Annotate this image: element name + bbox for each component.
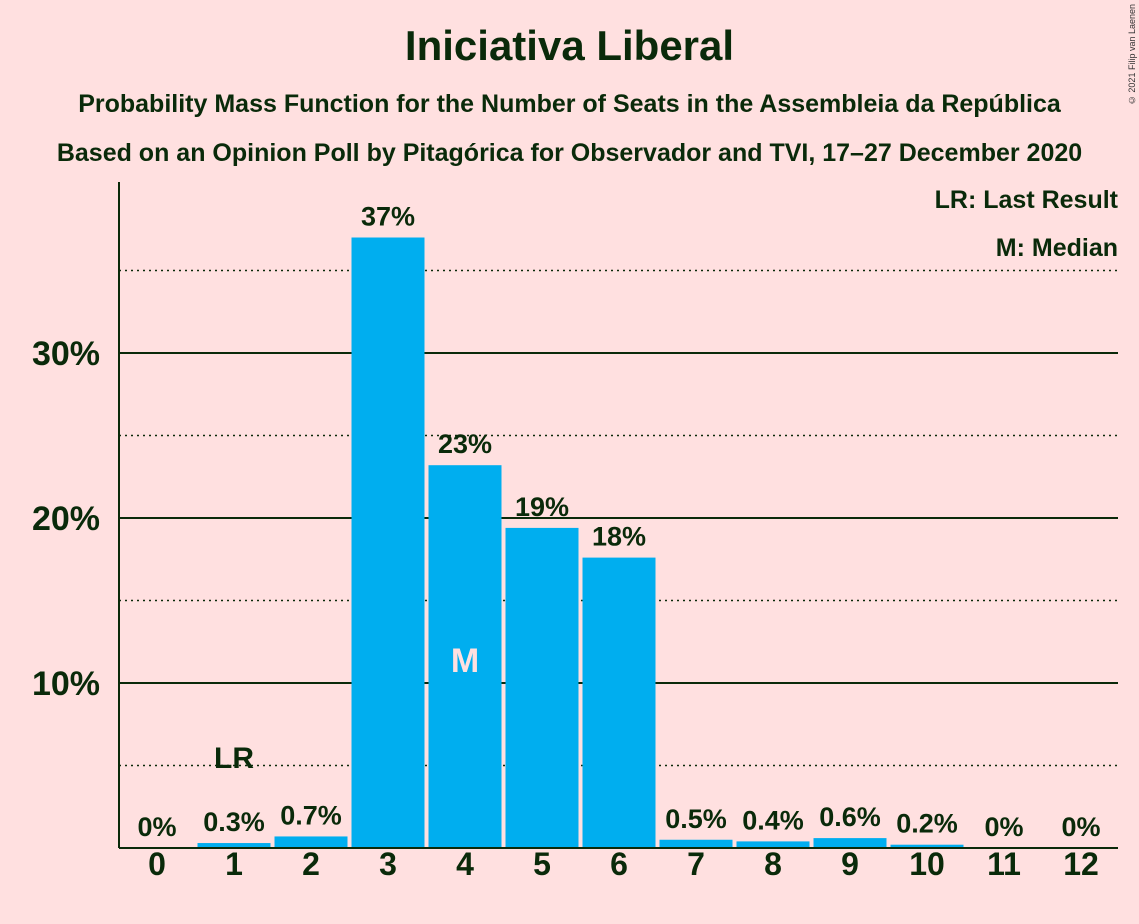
bar xyxy=(890,844,964,848)
x-tick-label: 10 xyxy=(909,846,945,882)
x-tick-label: 11 xyxy=(987,846,1021,882)
bar-value-label: 0% xyxy=(984,812,1023,842)
bar-value-label: 0.2% xyxy=(896,809,958,839)
bar-value-label: 0% xyxy=(137,812,176,842)
chart-subtitle-source: Based on an Opinion Poll by Pitagórica f… xyxy=(56,139,1083,167)
bar-value-label: 0.6% xyxy=(819,802,881,832)
x-tick-label: 9 xyxy=(841,846,859,882)
bar-value-label: 0.7% xyxy=(280,800,342,830)
x-tick-label: 0 xyxy=(148,846,166,882)
bar-value-label: 0.5% xyxy=(665,804,727,834)
x-tick-label: 3 xyxy=(379,846,397,882)
x-tick-label: 8 xyxy=(764,846,782,882)
y-tick-label: 30% xyxy=(32,335,100,373)
bar xyxy=(505,527,579,848)
x-tick-label: 4 xyxy=(456,846,474,882)
x-tick-label: 6 xyxy=(610,846,628,882)
x-tick-label: 5 xyxy=(533,846,551,882)
last-result-marker: LR xyxy=(214,742,254,775)
bar xyxy=(351,237,425,848)
bar xyxy=(813,838,887,848)
x-tick-label: 1 xyxy=(225,846,243,882)
x-tick-label: 12 xyxy=(1063,846,1099,882)
y-tick-label: 10% xyxy=(32,665,100,703)
bar xyxy=(582,557,656,848)
bar-value-label: 0% xyxy=(1061,812,1100,842)
bar-value-label: 19% xyxy=(515,492,569,522)
x-tick-label: 2 xyxy=(302,846,320,882)
x-tick-label: 7 xyxy=(687,846,705,882)
bar-value-label: 37% xyxy=(361,202,415,232)
bar-value-label: 23% xyxy=(438,429,492,459)
bar xyxy=(197,843,271,848)
chart-subtitle: Probability Mass Function for the Number… xyxy=(78,90,1061,118)
bar xyxy=(428,465,502,848)
bar-value-label: 18% xyxy=(592,522,646,552)
y-tick-label: 20% xyxy=(32,500,100,538)
legend-last-result: LR: Last Result xyxy=(934,186,1118,214)
median-marker: M xyxy=(451,642,479,680)
bar xyxy=(274,836,348,848)
chart-title: Iniciativa Liberal xyxy=(404,22,735,69)
bar xyxy=(659,839,733,848)
bar xyxy=(736,841,810,848)
legend-median: M: Median xyxy=(995,234,1118,262)
bar-value-label: 0.4% xyxy=(742,805,804,835)
bar-value-label: 0.3% xyxy=(203,807,265,837)
